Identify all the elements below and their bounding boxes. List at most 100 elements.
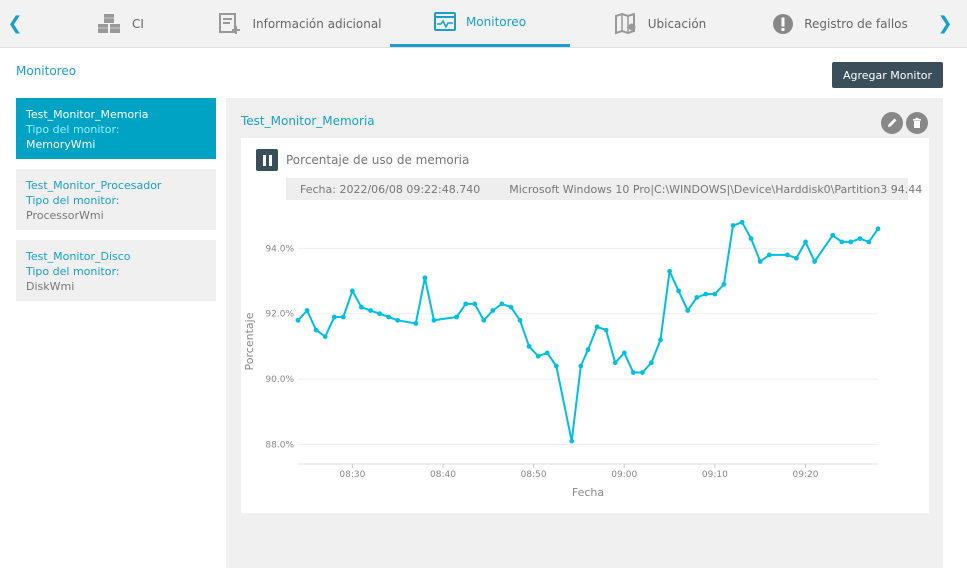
data-point [544, 350, 550, 356]
delete-button[interactable] [906, 112, 928, 134]
data-point [866, 239, 872, 245]
data-point [875, 226, 881, 232]
monitor-list-item[interactable]: Test_Monitor_Disco Tipo del monitor: Dis… [16, 240, 216, 301]
data-point [386, 314, 391, 320]
exclamation-icon [773, 13, 794, 34]
data-point [490, 308, 496, 313]
add-monitor-button[interactable]: Agregar Monitor [832, 62, 943, 88]
data-point [295, 317, 301, 323]
map-pin-icon [614, 12, 636, 34]
data-point [322, 334, 328, 339]
pause-button[interactable] [256, 149, 278, 171]
chart-tooltip: Fecha: 2022/06/08 09:22:48.740 Microsoft… [286, 178, 922, 200]
data-point [794, 255, 799, 261]
data-point [431, 317, 437, 323]
data-point [712, 291, 718, 297]
data-point [472, 301, 478, 307]
data-point [621, 350, 627, 356]
pause-icon [262, 154, 266, 166]
data-point [517, 317, 523, 323]
x-tick-label: 09:10 [702, 470, 728, 480]
y-tick-label: 92.0% [265, 310, 294, 320]
data-point [331, 314, 337, 320]
data-point [857, 236, 863, 241]
monitor-type-value: DiskWmi [26, 280, 75, 293]
y-tick-label: 88.0% [265, 440, 294, 450]
monitor-detail-title: Test_Monitor_Memoria [241, 114, 375, 128]
tab-additional-info[interactable]: Información adicional [210, 0, 390, 47]
monitor-icon [433, 12, 456, 31]
edit-button[interactable] [881, 112, 903, 134]
data-point [721, 281, 727, 287]
data-point [612, 360, 618, 366]
data-point [377, 311, 382, 317]
data-point [803, 239, 808, 245]
data-point [676, 288, 681, 294]
monitor-name: Test_Monitor_Procesador [26, 179, 162, 192]
data-point [422, 275, 428, 281]
cubes-icon [98, 13, 121, 33]
data-point [812, 259, 817, 264]
monitor-type-value: ProcessorWmi [26, 209, 104, 222]
scroll-left-button[interactable]: ❮ [0, 0, 30, 47]
trash-icon [913, 117, 921, 128]
data-point [748, 236, 754, 241]
tab-ci[interactable]: CI [70, 0, 170, 47]
x-tick-label: 08:40 [430, 470, 456, 480]
data-point [839, 239, 845, 245]
data-point [350, 288, 355, 294]
data-point [569, 438, 575, 444]
data-point [685, 308, 691, 313]
tooltip-date: Fecha: 2022/06/08 09:22:48.740 [300, 182, 481, 196]
y-tick-label: 90.0% [265, 375, 294, 385]
data-point [630, 370, 636, 375]
memory-usage-chart: 88.0% 90.0% 92.0% 94.0% 08:30 08:40 08:50 09:00… [243, 219, 881, 499]
tab-monitoring[interactable]: Monitoreo [390, 0, 570, 47]
data-point [499, 301, 505, 307]
data-point [694, 295, 700, 300]
tab-bar: ❮ CI Información adicional Monitoreo Ubi… [0, 0, 967, 48]
scroll-right-button[interactable]: ❯ [930, 0, 960, 47]
chevron-right-icon: ❯ [937, 13, 953, 34]
data-point [594, 324, 600, 330]
tab-additional-info-label: Información adicional [252, 16, 382, 31]
y-tick-label: 94.0% [265, 244, 294, 254]
data-point [703, 291, 709, 297]
chart-title: Porcentaje de uso de memoria [286, 153, 470, 167]
data-point [508, 304, 514, 310]
monitor-type-value: MemoryWmi [26, 138, 96, 151]
data-point [603, 327, 609, 333]
data-point [359, 304, 364, 310]
tab-failure-log[interactable]: Registro de fallos [760, 0, 920, 47]
chart-card: Porcentaje de uso de memoria Fecha: 2022… [241, 138, 929, 513]
data-point [481, 317, 487, 323]
x-tick-label: 08:50 [521, 470, 547, 480]
monitor-list-item[interactable]: Test_Monitor_Procesador Tipo del monitor… [16, 169, 216, 230]
data-point [785, 252, 790, 258]
data-point [757, 259, 763, 264]
data-point [667, 268, 672, 274]
tab-location-label: Ubicación [647, 16, 707, 31]
x-tick-label: 08:30 [339, 470, 365, 480]
data-point [313, 327, 319, 333]
pencil-icon [888, 118, 897, 127]
x-tick-label: 09:00 [611, 470, 637, 480]
tab-ci-label: CI [132, 16, 144, 31]
x-tick-label: 09:20 [793, 470, 819, 480]
data-point [526, 344, 532, 349]
series-line [297, 221, 879, 443]
monitor-list-item[interactable]: Test_Monitor_Memoria Tipo del monitor: M… [16, 98, 216, 159]
monitor-name: Test_Monitor_Disco [26, 250, 131, 263]
monitor-detail-panel: Test_Monitor_Memoria Porcentaje de uso d… [226, 98, 943, 568]
add-document-icon [219, 12, 241, 34]
tab-monitoring-label: Monitoreo [465, 15, 527, 29]
data-point [739, 219, 745, 225]
data-point [304, 308, 310, 313]
data-point [830, 232, 836, 238]
data-point [454, 314, 459, 320]
tab-failure-log-label: Registro de fallos [804, 16, 908, 31]
tab-location[interactable]: Ubicación [590, 0, 730, 47]
data-point [585, 347, 591, 353]
data-point [658, 337, 663, 343]
data-point [535, 353, 541, 359]
